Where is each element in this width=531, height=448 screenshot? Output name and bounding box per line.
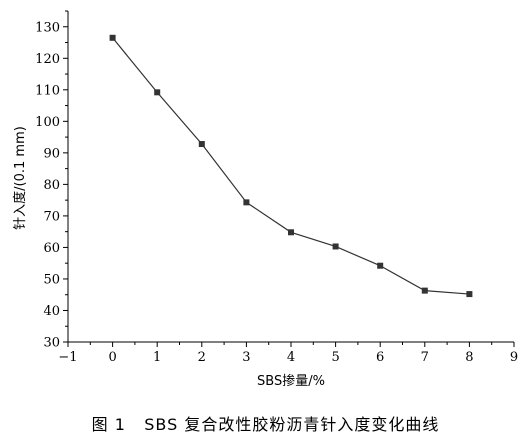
- x-tick-label: 4: [287, 350, 295, 365]
- data-point: [377, 262, 384, 269]
- data-point: [466, 291, 473, 298]
- x-tick-label: 6: [376, 350, 384, 365]
- data-point: [109, 34, 116, 41]
- y-tick-label: 120: [35, 52, 60, 67]
- data-point: [243, 199, 250, 206]
- x-axis-ticks: −1 0 1 2 3 4 5 6 7 8 9: [58, 342, 518, 365]
- y-tick-label: 60: [43, 241, 60, 256]
- figure-caption: 图 1 SBS 复合改性胶粉沥青针入度变化曲线: [0, 411, 531, 435]
- y-tick-label: 70: [43, 209, 60, 224]
- y-tick-label: 110: [35, 83, 60, 98]
- data-point: [288, 229, 294, 236]
- x-tick-label: 1: [153, 350, 161, 365]
- x-tick-label: −1: [58, 350, 77, 365]
- x-tick-label: 2: [198, 350, 206, 365]
- x-tick-label: 9: [510, 350, 518, 365]
- figure-number: 图 1: [91, 415, 126, 434]
- y-axis-ticks: 30 40 50 60 70 80 90 100 110 120 130: [35, 10, 68, 351]
- y-tick-label: 100: [35, 115, 60, 130]
- series-line: [112, 37, 470, 295]
- y-tick-label: 90: [43, 146, 60, 161]
- x-tick-label: 3: [242, 350, 250, 365]
- figure-caption-text: SBS 复合改性胶粉沥青针入度变化曲线: [144, 415, 440, 434]
- data-point: [332, 243, 339, 250]
- x-tick-label: 7: [421, 350, 429, 365]
- series-group: [109, 34, 473, 298]
- x-tick-label: 0: [108, 350, 116, 365]
- y-tick-label: 130: [35, 20, 60, 35]
- x-tick-label: 8: [465, 350, 473, 365]
- chart: −1 0 1 2 3 4 5 6 7 8 9 30405060708090100110120130 …: [12, 10, 518, 389]
- y-tick-label: 50: [43, 272, 60, 287]
- y-tick-label: 30: [43, 336, 60, 351]
- data-point: [198, 141, 205, 148]
- y-tick-label: 40: [43, 304, 60, 319]
- y-axis-title: 针入度/(0.1 mm): [12, 126, 28, 230]
- x-axis-title: SBS掺量/%: [257, 373, 325, 389]
- data-point: [154, 89, 161, 96]
- y-tick-label: 80: [43, 178, 60, 193]
- x-tick-label: 5: [331, 350, 339, 365]
- data-point: [421, 287, 428, 294]
